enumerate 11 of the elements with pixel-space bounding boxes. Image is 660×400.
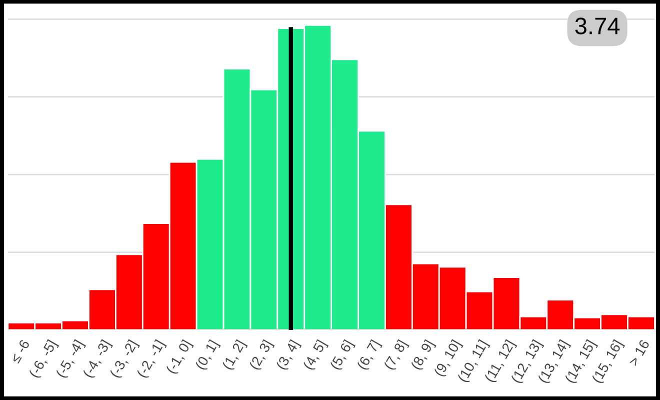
x-tick-label: ≤ -6: [10, 339, 30, 364]
x-tick-label: (4, 5]: [302, 339, 329, 372]
x-tick-label: (6, 7]: [356, 339, 382, 372]
x-tick-label: > 16: [628, 339, 650, 367]
x-tick-label: (0, 1]: [194, 339, 221, 372]
x-tick-label: (1, 2]: [222, 339, 248, 372]
x-tick-label: (7, 8]: [383, 339, 410, 372]
x-tick-label: (2, 3]: [248, 339, 275, 372]
x-tick-label: (5, 6]: [329, 339, 356, 372]
x-tick-label: (3, 4]: [276, 339, 302, 372]
annotation: 3.74: [575, 18, 620, 34]
